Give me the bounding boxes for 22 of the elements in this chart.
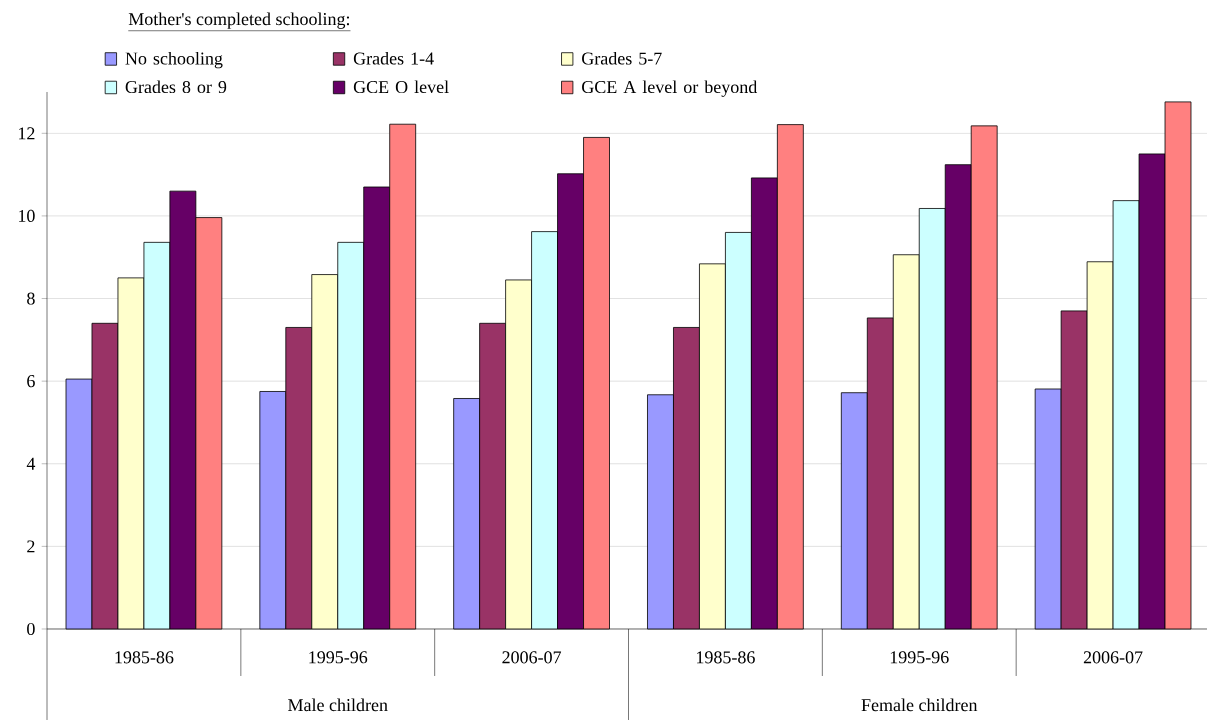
y-tick-label: 4	[26, 457, 36, 470]
legend-title: Mother's completed schooling:	[128, 12, 350, 29]
y-tick-label: 8	[27, 292, 35, 305]
x-tick-label: 2006-07	[1083, 651, 1143, 664]
x-tick-label: 1995-96	[309, 651, 368, 664]
text: Female children	[861, 698, 978, 712]
y-tick-label: 2	[27, 540, 35, 553]
legend-label: GCE O level	[353, 80, 449, 94]
y-tick-label: 10	[19, 209, 35, 222]
x-tick-label: 1985-86	[115, 651, 174, 664]
legend-label: Grades 1-4	[353, 51, 434, 65]
legend-label: No schooling	[125, 51, 223, 69]
legend-label: GCE A level or beyond	[582, 80, 758, 97]
y-tick-label: 12	[19, 127, 35, 140]
legend-label: Grades 5-7	[582, 51, 662, 65]
legend-label: Grades 8 or 9	[125, 80, 227, 94]
x-tick-label: 1995-96	[890, 651, 949, 664]
x-tick-label: 2006-07	[502, 651, 562, 664]
text: Male children	[288, 698, 388, 712]
y-tick-label: 6	[27, 375, 35, 388]
y-tick-label: 0	[27, 622, 35, 636]
x-tick-label: 1985-86	[697, 651, 755, 664]
